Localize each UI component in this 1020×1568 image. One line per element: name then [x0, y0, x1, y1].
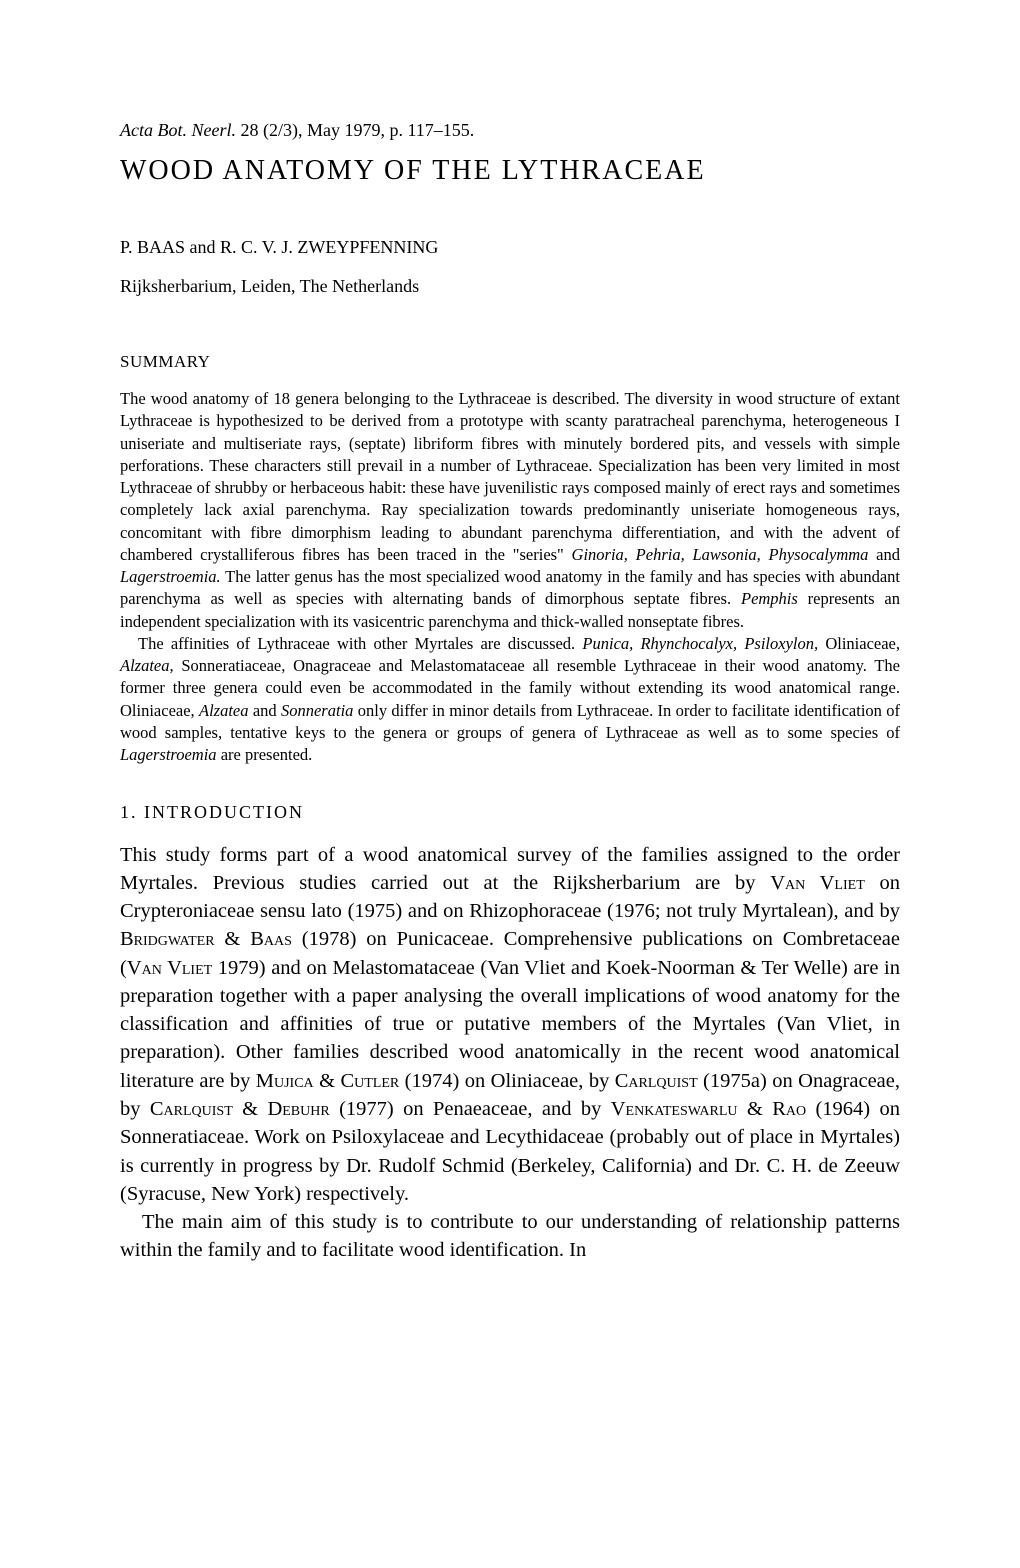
- affiliation: Rijksherbarium, Leiden, The Netherlands: [120, 276, 900, 297]
- intro-para-2: The main aim of this study is to contrib…: [120, 1208, 900, 1265]
- summary-para-2: The affinities of Lythraceae with other …: [120, 633, 900, 767]
- summary-para-1: The wood anatomy of 18 genera belonging …: [120, 388, 900, 633]
- authors: P. BAAS and R. C. V. J. ZWEYPFENNING: [120, 237, 900, 258]
- journal-name: Acta Bot. Neerl.: [120, 120, 236, 140]
- section-1-body: This study forms part of a wood anatomic…: [120, 841, 900, 1265]
- section-1-heading: 1. INTRODUCTION: [120, 802, 900, 823]
- journal-reference: Acta Bot. Neerl. 28 (2/3), May 1979, p. …: [120, 120, 900, 141]
- summary-heading: SUMMARY: [120, 352, 900, 372]
- intro-para-1: This study forms part of a wood anatomic…: [120, 841, 900, 1209]
- journal-vol: 28 (2/3), May 1979, p. 117–155.: [240, 120, 474, 140]
- summary-text: The wood anatomy of 18 genera belonging …: [120, 388, 900, 767]
- paper-title: WOOD ANATOMY OF THE LYTHRACEAE: [120, 155, 900, 187]
